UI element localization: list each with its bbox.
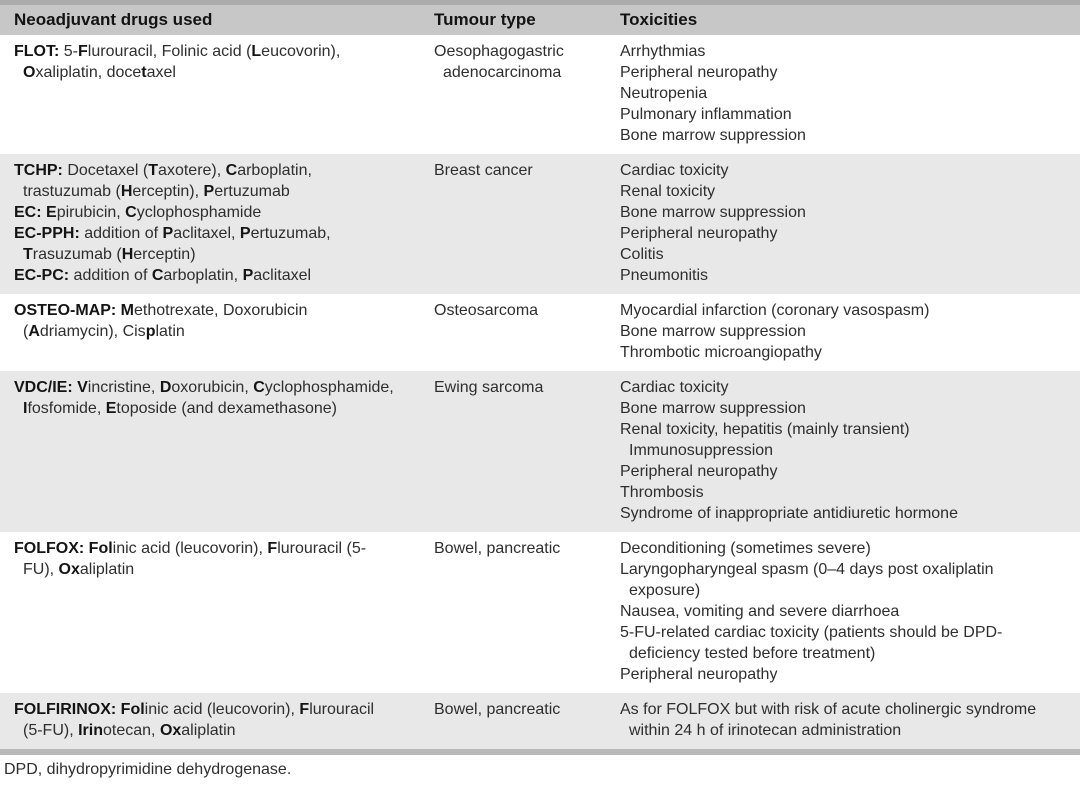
toxicity-item: As for FOLFOX but with risk of acute cho…	[620, 701, 1037, 739]
toxicity-item: Thrombotic microangiopathy	[620, 344, 822, 361]
tumour-type: Osteosarcoma	[434, 302, 539, 319]
toxicity-item: Syndrome of inappropriate antidiuretic h…	[620, 505, 958, 522]
tumour-type: Bowel, pancreatic	[434, 701, 561, 718]
toxicity-item: Myocardial infarction (coronary vasospas…	[620, 302, 930, 319]
tumour-type: Bowel, pancreatic	[434, 540, 561, 557]
toxicity-item: Arrhythmias	[620, 43, 706, 60]
table-row: FLOT: 5-Flurouracil, Folinic acid (Leuco…	[0, 35, 1080, 154]
toxicity-item: Peripheral neuropathy	[620, 225, 778, 242]
tumour-type-cell: Bowel, pancreatic	[420, 532, 606, 693]
tumour-type-cell: Osteosarcoma	[420, 294, 606, 371]
toxicities-cell: Arrhythmias Peripheral neuropathy Neutrope…	[606, 35, 1080, 154]
toxicity-item: Pneumonitis	[620, 267, 709, 284]
drug-regimen: VDC/IE: Vincristine, Doxorubicin, Cyclop…	[14, 379, 394, 417]
drugs-cell: FLOT: 5-Flurouracil, Folinic acid (Leuco…	[0, 35, 420, 154]
tumour-type: Breast cancer	[434, 162, 533, 179]
toxicity-item: Peripheral neuropathy	[620, 463, 778, 480]
toxicity-item: Laryngopharyngeal spasm (0–4 days post o…	[620, 561, 994, 599]
tumour-type-cell: Ewing sarcoma	[420, 371, 606, 532]
drug-regimen: OSTEO-MAP: Methotrexate, Doxorubicin (Ad…	[14, 302, 308, 340]
toxicity-item: 5-FU-related cardiac toxicity (patients …	[620, 624, 1003, 662]
toxicities-cell: Myocardial infarction (coronary vasospas…	[606, 294, 1080, 371]
drugs-cell: VDC/IE: Vincristine, Doxorubicin, Cyclop…	[0, 371, 420, 532]
toxicity-item: Renal toxicity, hepatitis (mainly transi…	[620, 421, 910, 459]
table-row: TCHP: Docetaxel (Taxotere), Carboplatin,…	[0, 154, 1080, 294]
toxicity-item: Thrombosis	[620, 484, 704, 501]
drug-regimen: FLOT: 5-Flurouracil, Folinic acid (Leuco…	[14, 43, 341, 81]
tumour-type-cell: Breast cancer	[420, 154, 606, 294]
drug-regimen: EC-PPH: addition of Paclitaxel, Pertuzum…	[14, 225, 331, 263]
drugs-cell: TCHP: Docetaxel (Taxotere), Carboplatin,…	[0, 154, 420, 294]
column-header-tumour-type: Tumour type	[434, 10, 536, 29]
table-body: FLOT: 5-Flurouracil, Folinic acid (Leuco…	[0, 35, 1080, 752]
toxicities-cell: Cardiac toxicity Renal toxicity Bone marro…	[606, 154, 1080, 294]
toxicities-cell: As for FOLFOX but with risk of acute cho…	[606, 693, 1080, 752]
toxicity-item: Colitis	[620, 246, 664, 263]
toxicity-item: Nausea, vomiting and severe diarrhoea	[620, 603, 900, 620]
toxicities-cell: Cardiac toxicity Bone marrow suppression R…	[606, 371, 1080, 532]
toxicity-item: Pulmonary inflammation	[620, 106, 792, 123]
table-header-row: Neoadjuvant drugs used Tumour type Toxic…	[0, 2, 1080, 35]
table-footnote: DPD, dihydropyrimidine dehydrogenase.	[4, 761, 292, 778]
tumour-type: Ewing sarcoma	[434, 379, 544, 396]
drug-regimen: FOLFIRINOX: Folinic acid (leucovorin), F…	[14, 701, 375, 739]
toxicity-item: Bone marrow suppression	[620, 323, 806, 340]
toxicity-item: Peripheral neuropathy	[620, 666, 778, 683]
table-row: VDC/IE: Vincristine, Doxorubicin, Cyclop…	[0, 371, 1080, 532]
toxicity-item: Bone marrow suppression	[620, 400, 806, 417]
toxicity-item: Renal toxicity	[620, 183, 716, 200]
drug-regimen: EC-PC: addition of Carboplatin, Paclitax…	[14, 267, 312, 284]
toxicity-item: Neutropenia	[620, 85, 708, 102]
drugs-cell: FOLFIRINOX: Folinic acid (leucovorin), F…	[0, 693, 420, 752]
table-row: OSTEO-MAP: Methotrexate, Doxorubicin (Ad…	[0, 294, 1080, 371]
toxicities-cell: Deconditioning (sometimes severe) Laryngo…	[606, 532, 1080, 693]
toxicity-item: Peripheral neuropathy	[620, 64, 778, 81]
toxicity-item: Bone marrow suppression	[620, 204, 806, 221]
toxicity-item: Bone marrow suppression	[620, 127, 806, 144]
tumour-type-cell: Bowel, pancreatic	[420, 693, 606, 752]
toxicity-item: Cardiac toxicity	[620, 162, 729, 179]
tumour-type: Oesophagogastric adenocarcinoma	[434, 43, 564, 81]
neoadjuvant-drugs-table: Neoadjuvant drugs used Tumour type Toxic…	[0, 0, 1080, 755]
table-row: FOLFIRINOX: Folinic acid (leucovorin), F…	[0, 693, 1080, 752]
drugs-cell: OSTEO-MAP: Methotrexate, Doxorubicin (Ad…	[0, 294, 420, 371]
toxicity-item: Deconditioning (sometimes severe)	[620, 540, 871, 557]
table-header: Neoadjuvant drugs used Tumour type Toxic…	[0, 2, 1080, 35]
drugs-cell: FOLFOX: Folinic acid (leucovorin), Fluro…	[0, 532, 420, 693]
table-row: FOLFOX: Folinic acid (leucovorin), Fluro…	[0, 532, 1080, 693]
column-header-toxicities: Toxicities	[620, 10, 698, 29]
toxicity-item: Cardiac toxicity	[620, 379, 729, 396]
drug-regimen: TCHP: Docetaxel (Taxotere), Carboplatin,…	[14, 162, 312, 200]
drug-regimen: EC: Epirubicin, Cyclophosphamide	[14, 204, 262, 221]
tumour-type-cell: Oesophagogastric adenocarcinoma	[420, 35, 606, 154]
column-header-drugs: Neoadjuvant drugs used	[14, 10, 213, 29]
drug-regimen: FOLFOX: Folinic acid (leucovorin), Fluro…	[14, 540, 367, 578]
